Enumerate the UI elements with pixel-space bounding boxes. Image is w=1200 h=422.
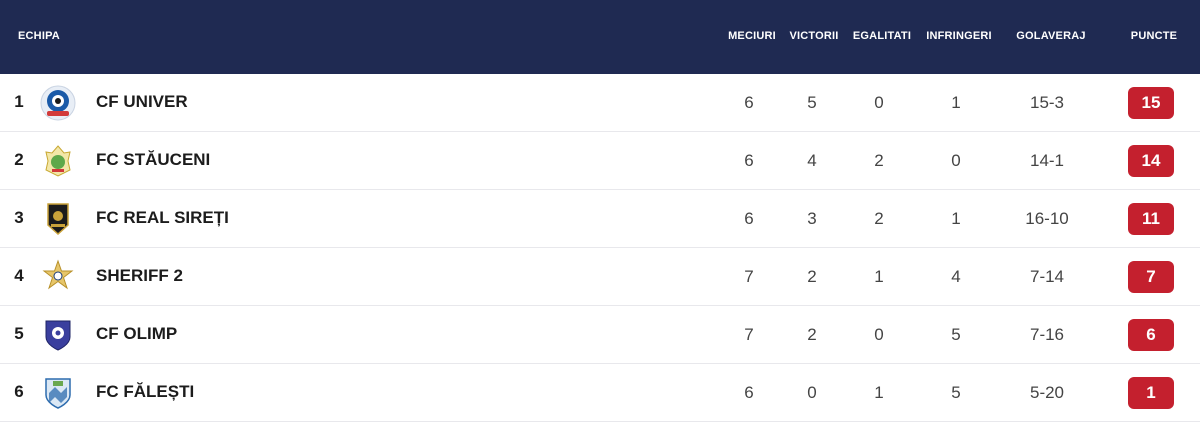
- goal-difference: 15-3: [1029, 93, 1065, 112]
- header-draws: EGALITATI: [852, 30, 912, 42]
- losses: 5: [951, 325, 961, 344]
- table-row[interactable]: 6 FC FĂLEȘTI 6 0 1 5 5-20 1: [0, 364, 1200, 422]
- draws: 1: [874, 267, 884, 286]
- table-row[interactable]: 3 FC REAL SIREȚI 6 3 2 1 16-10 11: [0, 190, 1200, 248]
- team-name[interactable]: FC STĂUCENI: [96, 150, 211, 169]
- team-name[interactable]: FC FĂLEȘTI: [96, 382, 195, 401]
- draws: 0: [874, 93, 884, 112]
- draws: 2: [874, 151, 884, 170]
- header-points: PUNCTE: [1130, 30, 1178, 42]
- points-badge: 15: [1128, 87, 1174, 119]
- matches: 7: [744, 325, 754, 344]
- draws: 0: [874, 325, 884, 344]
- points-badge: 14: [1128, 145, 1174, 177]
- wins: 4: [807, 151, 817, 170]
- team-name[interactable]: CF UNIVER: [96, 92, 188, 111]
- fc-stauceni-logo-icon: [40, 143, 76, 179]
- table-row[interactable]: 5 CF OLIMP 7 2 0 5 7-16 6: [0, 306, 1200, 364]
- position: 5: [14, 324, 24, 343]
- header-wins: VICTORII: [789, 30, 839, 42]
- draws: 2: [874, 209, 884, 228]
- wins: 2: [807, 267, 817, 286]
- table-header: ECHIPA MECIURI VICTORII EGALITATI INFRIN…: [0, 0, 1200, 74]
- goal-difference: 5-20: [1029, 383, 1065, 402]
- header-losses: INFRINGERI: [926, 30, 992, 42]
- position: 6: [14, 382, 24, 401]
- position: 3: [14, 208, 24, 227]
- losses: 0: [951, 151, 961, 170]
- goal-difference: 14-1: [1029, 151, 1065, 170]
- matches: 6: [744, 93, 754, 112]
- header-matches: MECIURI: [728, 30, 776, 42]
- table-row[interactable]: 1 CF UNIVER 6 5 0 1 15-3 15: [0, 74, 1200, 132]
- losses: 1: [951, 93, 961, 112]
- team-name[interactable]: FC REAL SIREȚI: [96, 208, 229, 227]
- points-badge: 6: [1128, 319, 1174, 351]
- points-badge: 11: [1128, 203, 1174, 235]
- table-row[interactable]: 4 SHERIFF 2 7 2 1 4 7-14 7: [0, 248, 1200, 306]
- goal-difference: 16-10: [1025, 209, 1069, 228]
- sheriff-logo-icon: [40, 259, 76, 295]
- goal-difference: 7-14: [1029, 267, 1065, 286]
- losses: 1: [951, 209, 961, 228]
- cf-olimp-logo-icon: [40, 317, 76, 353]
- position: 1: [14, 92, 24, 111]
- team-name[interactable]: CF OLIMP: [96, 324, 178, 343]
- header-team: ECHIPA: [18, 30, 60, 42]
- fc-falesti-logo-icon: [40, 375, 76, 411]
- wins: 0: [807, 383, 817, 402]
- points-badge: 7: [1128, 261, 1174, 293]
- cf-univer-logo-icon: [40, 85, 76, 121]
- position: 4: [14, 266, 24, 285]
- wins: 5: [807, 93, 817, 112]
- draws: 1: [874, 383, 884, 402]
- losses: 5: [951, 383, 961, 402]
- losses: 4: [951, 267, 961, 286]
- fc-real-sireti-logo-icon: [40, 201, 76, 237]
- header-goals: GOLAVERAJ: [1016, 30, 1086, 42]
- wins: 2: [807, 325, 817, 344]
- position: 2: [14, 150, 24, 169]
- matches: 6: [744, 151, 754, 170]
- matches: 6: [744, 383, 754, 402]
- table-row[interactable]: 2 FC STĂUCENI 6 4 2 0 14-1 14: [0, 132, 1200, 190]
- team-name[interactable]: SHERIFF 2: [96, 266, 183, 285]
- goal-difference: 7-16: [1029, 325, 1065, 344]
- wins: 3: [807, 209, 817, 228]
- matches: 7: [744, 267, 754, 286]
- matches: 6: [744, 209, 754, 228]
- points-badge: 1: [1128, 377, 1174, 409]
